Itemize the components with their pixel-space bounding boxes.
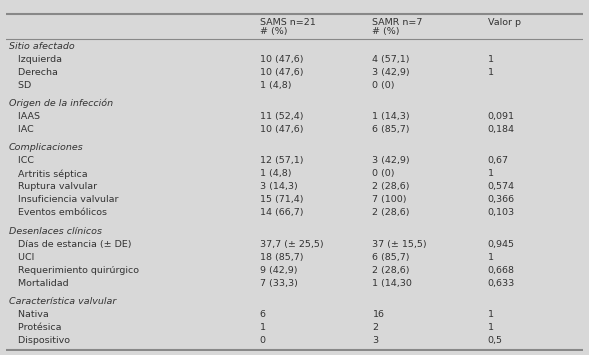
Text: 16: 16 — [372, 310, 385, 319]
Text: UCI: UCI — [9, 252, 34, 262]
Text: 0,633: 0,633 — [488, 279, 515, 288]
Text: Desenlaces clínicos: Desenlaces clínicos — [9, 226, 102, 235]
Text: Sitio afectado: Sitio afectado — [9, 42, 75, 51]
Text: Ruptura valvular: Ruptura valvular — [9, 182, 97, 191]
Text: Valor p: Valor p — [488, 18, 521, 27]
Text: 3: 3 — [372, 336, 379, 345]
Text: Origen de la infección: Origen de la infección — [9, 99, 113, 108]
Text: Derecha: Derecha — [9, 68, 58, 77]
Text: Artritis séptica: Artritis séptica — [9, 169, 87, 179]
Text: 1: 1 — [488, 323, 494, 332]
Text: 2 (28,6): 2 (28,6) — [372, 182, 410, 191]
Text: 11 (52,4): 11 (52,4) — [260, 112, 303, 121]
Text: Nativa: Nativa — [9, 310, 48, 319]
Text: 3 (14,3): 3 (14,3) — [260, 182, 297, 191]
Text: 0,103: 0,103 — [488, 208, 515, 217]
Text: 0,366: 0,366 — [488, 195, 515, 204]
Text: 0,184: 0,184 — [488, 125, 515, 134]
Text: 1 (14,30: 1 (14,30 — [372, 279, 412, 288]
Text: # (%): # (%) — [260, 27, 287, 36]
Text: Insuficiencia valvular: Insuficiencia valvular — [9, 195, 118, 204]
Text: Izquierda: Izquierda — [9, 55, 62, 64]
Text: 1: 1 — [488, 55, 494, 64]
Text: 0: 0 — [260, 336, 266, 345]
Text: Requerimiento quirúrgico: Requerimiento quirúrgico — [9, 266, 139, 274]
Text: 1: 1 — [488, 252, 494, 262]
Text: 1: 1 — [488, 310, 494, 319]
Text: 6: 6 — [260, 310, 266, 319]
Text: 0,5: 0,5 — [488, 336, 503, 345]
Text: Dispositivo: Dispositivo — [9, 336, 70, 345]
Text: 0,668: 0,668 — [488, 266, 515, 274]
Text: 3 (42,9): 3 (42,9) — [372, 156, 410, 165]
Text: 37 (± 15,5): 37 (± 15,5) — [372, 240, 427, 248]
Text: 6 (85,7): 6 (85,7) — [372, 125, 410, 134]
Text: 10 (47,6): 10 (47,6) — [260, 125, 303, 134]
Text: 0 (0): 0 (0) — [372, 169, 395, 178]
Text: 1 (4,8): 1 (4,8) — [260, 169, 292, 178]
Text: 6 (85,7): 6 (85,7) — [372, 252, 410, 262]
Text: Complicaciones: Complicaciones — [9, 143, 84, 152]
Text: 7 (33,3): 7 (33,3) — [260, 279, 298, 288]
Text: 0,945: 0,945 — [488, 240, 515, 248]
Text: ICC: ICC — [9, 156, 34, 165]
Text: 12 (57,1): 12 (57,1) — [260, 156, 303, 165]
Text: IAC: IAC — [9, 125, 34, 134]
Text: SAMR n=7: SAMR n=7 — [372, 18, 423, 27]
Text: 0 (0): 0 (0) — [372, 81, 395, 90]
Text: 10 (47,6): 10 (47,6) — [260, 55, 303, 64]
Text: 9 (42,9): 9 (42,9) — [260, 266, 297, 274]
Text: 0,574: 0,574 — [488, 182, 515, 191]
Text: 15 (71,4): 15 (71,4) — [260, 195, 303, 204]
Text: 4 (57,1): 4 (57,1) — [372, 55, 410, 64]
Text: Característica valvular: Característica valvular — [9, 297, 116, 306]
Text: 0,091: 0,091 — [488, 112, 515, 121]
Text: 2 (28,6): 2 (28,6) — [372, 208, 410, 217]
Text: SD: SD — [9, 81, 31, 90]
Text: Eventos embólicos: Eventos embólicos — [9, 208, 107, 217]
Text: SAMS n=21: SAMS n=21 — [260, 18, 316, 27]
Text: 7 (100): 7 (100) — [372, 195, 407, 204]
Text: Protésica: Protésica — [9, 323, 61, 332]
Text: 2 (28,6): 2 (28,6) — [372, 266, 410, 274]
Text: 1: 1 — [488, 68, 494, 77]
Text: 0,67: 0,67 — [488, 156, 509, 165]
Text: 14 (66,7): 14 (66,7) — [260, 208, 303, 217]
Text: 10 (47,6): 10 (47,6) — [260, 68, 303, 77]
Text: 1: 1 — [488, 169, 494, 178]
Text: IAAS: IAAS — [9, 112, 40, 121]
Text: 2: 2 — [372, 323, 378, 332]
Text: 18 (85,7): 18 (85,7) — [260, 252, 303, 262]
Text: Días de estancia (± DE): Días de estancia (± DE) — [9, 240, 131, 248]
Text: 3 (42,9): 3 (42,9) — [372, 68, 410, 77]
Text: 37,7 (± 25,5): 37,7 (± 25,5) — [260, 240, 323, 248]
Text: 1 (14,3): 1 (14,3) — [372, 112, 410, 121]
Text: 1: 1 — [260, 323, 266, 332]
Text: Mortalidad: Mortalidad — [9, 279, 68, 288]
Text: # (%): # (%) — [372, 27, 400, 36]
Text: 1 (4,8): 1 (4,8) — [260, 81, 292, 90]
